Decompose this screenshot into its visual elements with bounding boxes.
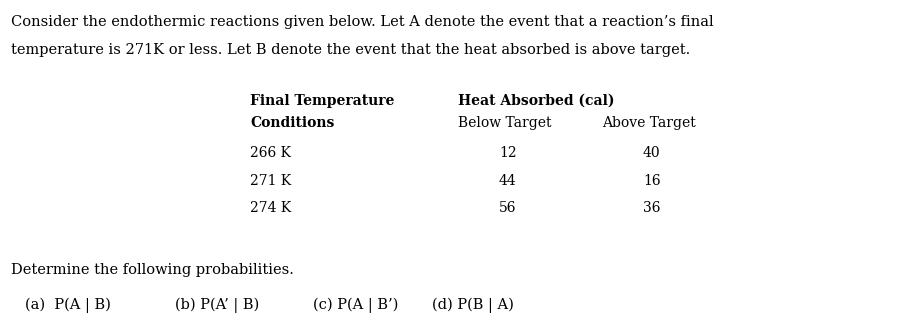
Text: 12: 12 [499,146,517,161]
Text: 274 K: 274 K [250,201,291,215]
Text: (d) P(B | A): (d) P(B | A) [432,298,513,313]
Text: Below Target: Below Target [458,116,552,130]
Text: 266 K: 266 K [250,146,291,161]
Text: Determine the following probabilities.: Determine the following probabilities. [11,263,294,277]
Text: (c) P(A | B’): (c) P(A | B’) [313,298,398,313]
Text: 271 K: 271 K [250,174,291,188]
Text: (a)  P(A | B): (a) P(A | B) [25,298,111,313]
Text: Conditions: Conditions [250,116,334,130]
Text: 56: 56 [499,201,517,215]
Text: temperature is 271K or less. Let B denote the event that the heat absorbed is ab: temperature is 271K or less. Let B denot… [11,43,690,57]
Text: 36: 36 [643,201,661,215]
Text: Final Temperature: Final Temperature [250,94,395,108]
Text: 16: 16 [643,174,661,188]
Text: Heat Absorbed (cal): Heat Absorbed (cal) [458,94,615,108]
Text: 40: 40 [643,146,661,161]
Text: Consider the endothermic reactions given below. Let A denote the event that a re: Consider the endothermic reactions given… [11,15,714,29]
Text: Above Target: Above Target [602,116,696,130]
Text: (b) P(A’ | B): (b) P(A’ | B) [175,298,260,313]
Text: 44: 44 [499,174,517,188]
